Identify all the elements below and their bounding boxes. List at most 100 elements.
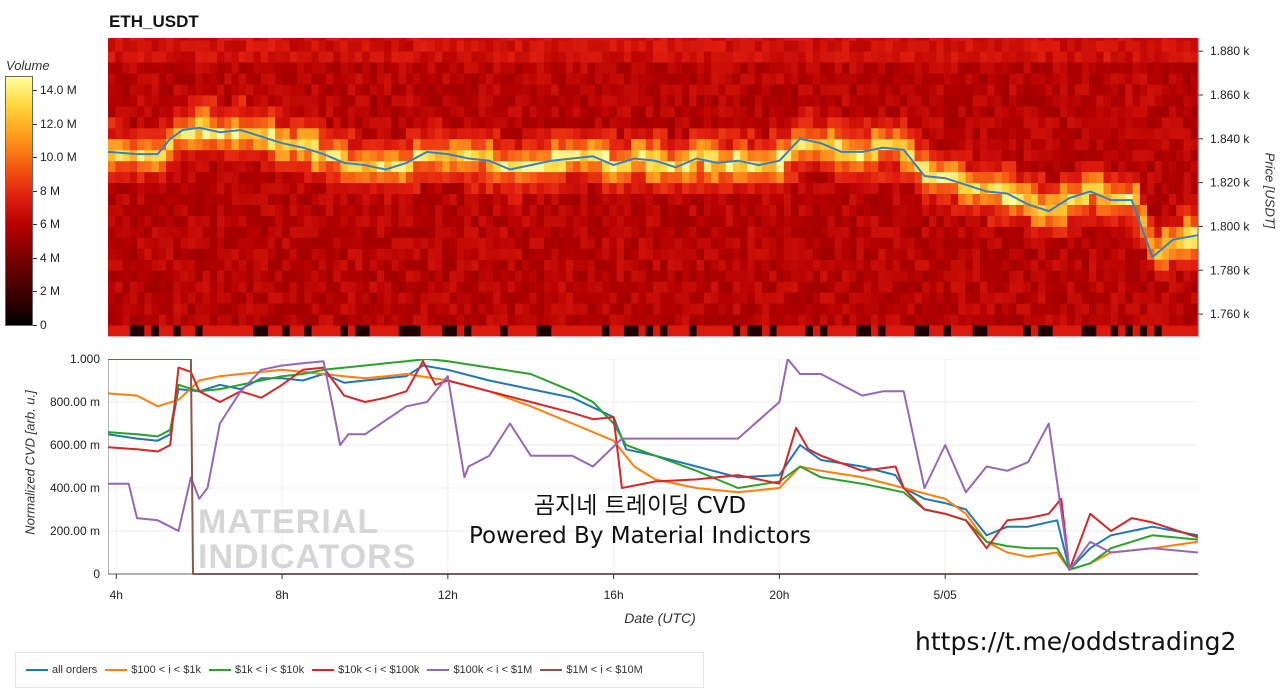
heatmap-cell bbox=[558, 38, 567, 41]
heatmap-cell bbox=[812, 237, 821, 249]
heatmap-cell bbox=[551, 259, 560, 271]
heatmap-cell bbox=[340, 38, 349, 41]
heatmap-cell bbox=[689, 160, 698, 173]
cvd-line-chart bbox=[108, 359, 1199, 579]
heatmap-cell bbox=[798, 38, 807, 41]
heatmap-cell bbox=[1001, 259, 1010, 271]
heatmap-cell bbox=[1103, 149, 1112, 162]
heatmap-cell bbox=[108, 226, 116, 238]
heatmap-cell bbox=[282, 204, 291, 216]
heatmap-cell bbox=[645, 62, 654, 74]
heatmap-cell bbox=[253, 160, 262, 173]
heatmap-cell bbox=[376, 73, 385, 85]
heatmap-cell bbox=[972, 215, 981, 227]
cvd-series-line bbox=[108, 359, 1199, 571]
heatmap-cell bbox=[1030, 38, 1039, 41]
heatmap-cell bbox=[180, 73, 189, 85]
heatmap-cell bbox=[493, 314, 501, 326]
heatmap-cell bbox=[878, 38, 887, 41]
heatmap-cell bbox=[1045, 171, 1054, 184]
legend-item[interactable]: $1M < i < $10M bbox=[540, 664, 643, 676]
heatmap-cell bbox=[827, 248, 836, 260]
heatmap-cell bbox=[841, 204, 850, 216]
heatmap-cell bbox=[420, 62, 429, 74]
heatmap-cell bbox=[1118, 259, 1126, 271]
heatmap-cell bbox=[1154, 105, 1163, 118]
heatmap-cell bbox=[435, 292, 443, 304]
heatmap-cell bbox=[674, 292, 683, 304]
heatmap-cell bbox=[318, 193, 327, 205]
heatmap-cell bbox=[900, 171, 908, 184]
legend-item[interactable]: $1k < i < $10k bbox=[208, 664, 304, 676]
heatmap-cell bbox=[1190, 281, 1199, 293]
heatmap-cell bbox=[1168, 303, 1177, 315]
heatmap-cell bbox=[573, 171, 581, 184]
heatmap-cell bbox=[166, 160, 174, 173]
heatmap-cell bbox=[108, 204, 116, 216]
heatmap-cell bbox=[703, 215, 712, 227]
telegram-link[interactable]: https://t.me/oddstrading2 bbox=[915, 627, 1237, 656]
heatmap-cell bbox=[871, 259, 879, 271]
heatmap-cell bbox=[260, 226, 269, 238]
heatmap-cell bbox=[565, 248, 574, 260]
heatmap-cell bbox=[1183, 193, 1192, 205]
heatmap-cell bbox=[275, 215, 283, 227]
heatmap-cell bbox=[369, 105, 378, 118]
heatmap-cell bbox=[718, 182, 727, 194]
heatmap-cell bbox=[594, 138, 603, 151]
heatmap-cell bbox=[1089, 259, 1097, 271]
heatmap-cell bbox=[892, 303, 901, 315]
legend-item[interactable]: $100k < i < $1M bbox=[427, 664, 532, 676]
heatmap-cell bbox=[950, 270, 959, 282]
heatmap-cell bbox=[762, 182, 770, 194]
heatmap-cell bbox=[769, 95, 778, 107]
heatmap-cell bbox=[878, 292, 887, 304]
legend-item[interactable]: $10k < i < $100k bbox=[312, 664, 419, 676]
heatmap-cell bbox=[391, 303, 400, 315]
legend-item[interactable]: all orders bbox=[26, 664, 97, 676]
heatmap-cell bbox=[1096, 73, 1105, 85]
heatmap-cell bbox=[536, 237, 545, 249]
heatmap-cell bbox=[1103, 38, 1112, 41]
heatmap-cell bbox=[1103, 281, 1112, 293]
heatmap-cell bbox=[754, 303, 763, 315]
heatmap-cell bbox=[580, 215, 589, 227]
heatmap-cell bbox=[674, 248, 683, 260]
heatmap-cell bbox=[907, 237, 916, 249]
heatmap-cell bbox=[202, 40, 211, 52]
heatmap-cell bbox=[551, 303, 560, 315]
heatmap-cell bbox=[318, 259, 327, 271]
heatmap-cell bbox=[987, 160, 996, 173]
heatmap-cell bbox=[943, 314, 952, 326]
heatmap-cell bbox=[151, 270, 160, 282]
heatmap-cell bbox=[914, 116, 923, 129]
heatmap-cell bbox=[398, 325, 407, 337]
heatmap-cell bbox=[202, 62, 211, 74]
heatmap-cell bbox=[158, 226, 167, 238]
heatmap-cell bbox=[609, 292, 618, 304]
heatmap-cell bbox=[1081, 270, 1090, 282]
heatmap-cell bbox=[471, 281, 480, 293]
heatmap-cell bbox=[340, 171, 349, 184]
legend-item[interactable]: $100 < i < $1k bbox=[105, 664, 201, 676]
heatmap-cell bbox=[696, 127, 705, 140]
heatmap-cell bbox=[696, 40, 705, 52]
heatmap-cell bbox=[972, 40, 981, 52]
heatmap-cell bbox=[296, 325, 305, 337]
heatmap-cell bbox=[544, 40, 552, 52]
heatmap-cell bbox=[892, 314, 901, 326]
heatmap-cell bbox=[1074, 138, 1083, 151]
heatmap-cell bbox=[762, 40, 770, 52]
heatmap-cell bbox=[1001, 292, 1010, 304]
heatmap-cell bbox=[863, 182, 872, 194]
heatmap-cell bbox=[333, 259, 342, 271]
heatmap-cell bbox=[732, 325, 741, 337]
heatmap-cell bbox=[602, 51, 610, 63]
heatmap-cell bbox=[783, 160, 792, 173]
heatmap-cell bbox=[689, 281, 698, 293]
heatmap-cell bbox=[987, 248, 996, 260]
heatmap-cell bbox=[653, 303, 661, 315]
cvd-y-tick-label: 600.00 m bbox=[49, 438, 100, 452]
heatmap-cell bbox=[812, 182, 821, 194]
heatmap-cell bbox=[1089, 95, 1097, 107]
